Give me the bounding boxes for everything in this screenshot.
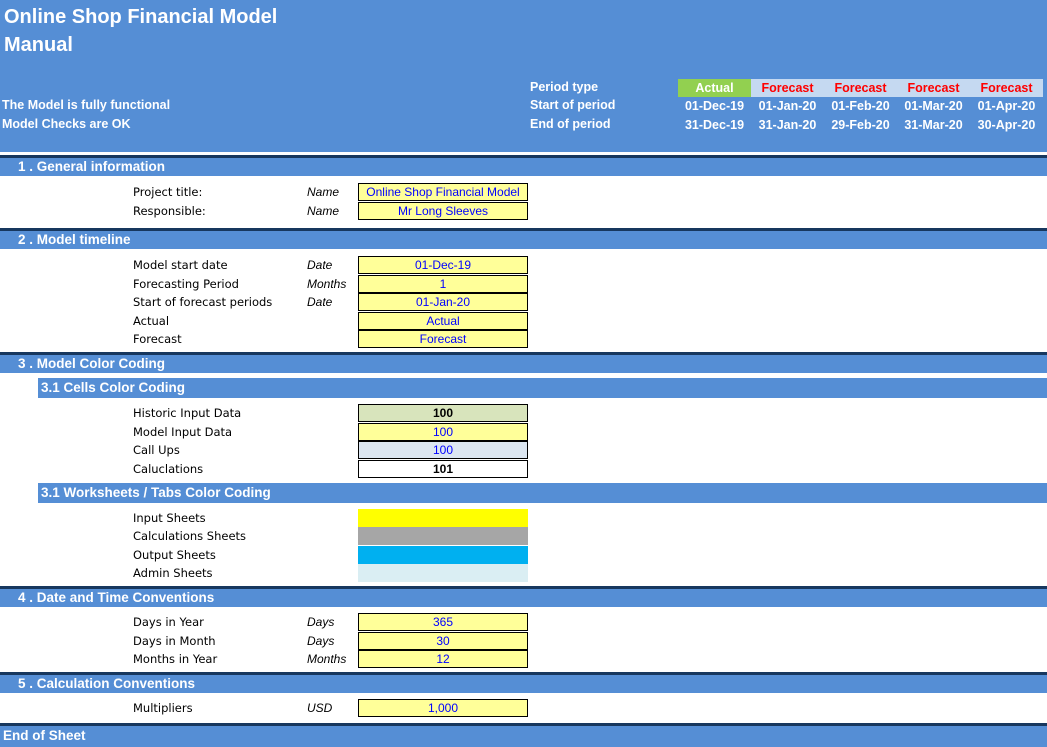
period-type-cell[interactable]: Forecast (970, 79, 1043, 97)
multipliers-unit: USD (307, 701, 333, 715)
subsection-cells-color-coding: 3.1 Cells Color Coding (38, 378, 1047, 398)
forecasting-period-input[interactable]: 1 (358, 275, 528, 293)
actual-input[interactable]: Actual (358, 312, 528, 330)
section-general-information: 1 . General information (0, 155, 1047, 176)
days-in-year-label: Days in Year (133, 615, 204, 629)
calculations-cell[interactable]: 101 (358, 460, 528, 478)
historic-input-label: Historic Input Data (133, 406, 242, 420)
output-sheets-swatch[interactable] (358, 546, 528, 564)
call-ups-cell[interactable]: 100 (358, 441, 528, 459)
period-start-cell[interactable]: 01-Mar-20 (904, 99, 963, 113)
forecasting-period-label: Forecasting Period (133, 277, 239, 291)
period-type-label: Period type (530, 80, 599, 94)
months-in-year-input[interactable]: 12 (358, 650, 528, 668)
days-in-month-unit: Days (307, 634, 335, 648)
section-date-time-conventions: 4 . Date and Time Conventions (0, 586, 1047, 607)
section-model-color-coding: 3 . Model Color Coding (0, 352, 1047, 373)
calculations-sheets-swatch[interactable] (358, 527, 528, 545)
multipliers-input[interactable]: 1,000 (358, 699, 528, 717)
model-input-cell[interactable]: 100 (358, 423, 528, 441)
end-of-period-label: End of period (530, 117, 611, 131)
period-type-cell[interactable]: Actual (678, 79, 751, 97)
months-in-year-label: Months in Year (133, 652, 218, 666)
days-in-month-input[interactable]: 30 (358, 632, 528, 650)
project-title-unit: Name (307, 185, 340, 199)
model-header: Online Shop Financial Model Manual The M… (0, 0, 1047, 152)
days-in-month-label: Days in Month (133, 634, 216, 648)
sheet-subtitle: Manual (4, 34, 73, 56)
period-type-cell[interactable]: Forecast (824, 79, 897, 97)
actual-label: Actual (133, 314, 170, 328)
start-of-period-label: Start of period (530, 98, 616, 112)
admin-sheets-label: Admin Sheets (133, 566, 213, 580)
start-forecast-periods-input[interactable]: 01-Jan-20 (358, 293, 528, 311)
model-checks-status: Model Checks are OK (2, 117, 131, 131)
forecasting-period-unit: Months (307, 277, 347, 291)
model-start-date-input[interactable]: 01-Dec-19 (358, 256, 528, 274)
forecast-input[interactable]: Forecast (358, 330, 528, 348)
period-type-cell[interactable]: Forecast (751, 79, 824, 97)
months-in-year-unit: Months (307, 652, 347, 666)
calculations-label: Caluclations (133, 462, 204, 476)
start-forecast-periods-unit: Date (307, 295, 333, 309)
forecast-label: Forecast (133, 332, 182, 346)
period-start-cell[interactable]: 01-Apr-20 (977, 99, 1036, 113)
input-sheets-swatch[interactable] (358, 509, 528, 527)
end-of-sheet: End of Sheet (0, 723, 1047, 747)
section-model-timeline: 2 . Model timeline (0, 228, 1047, 249)
period-end-cell[interactable]: 30-Apr-20 (977, 118, 1036, 132)
model-start-date-unit: Date (307, 258, 333, 272)
period-start-cell[interactable]: 01-Feb-20 (831, 99, 890, 113)
period-start-cell[interactable]: 01-Dec-19 (684, 99, 745, 113)
calculations-sheets-label: Calculations Sheets (133, 529, 247, 543)
responsible-unit: Name (307, 204, 340, 218)
sheet-title: Online Shop Financial Model (4, 6, 278, 28)
call-ups-label: Call Ups (133, 443, 180, 457)
period-end-cell[interactable]: 29-Feb-20 (831, 118, 890, 132)
input-sheets-label: Input Sheets (133, 511, 206, 525)
section-calculation-conventions: 5 . Calculation Conventions (0, 672, 1047, 693)
model-functional-status: The Model is fully functional (2, 98, 171, 112)
days-in-year-input[interactable]: 365 (358, 613, 528, 631)
multipliers-label: Multipliers (133, 701, 193, 715)
responsible-input[interactable]: Mr Long Sleeves (358, 202, 528, 220)
project-title-label: Project title: (133, 185, 203, 199)
responsible-label: Responsible: (133, 204, 206, 218)
period-end-cell[interactable]: 31-Jan-20 (758, 118, 817, 132)
start-forecast-periods-label: Start of forecast periods (133, 295, 273, 309)
project-title-input[interactable]: Online Shop Financial Model (358, 183, 528, 201)
model-start-date-label: Model start date (133, 258, 228, 272)
output-sheets-label: Output Sheets (133, 548, 216, 562)
historic-input-cell[interactable]: 100 (358, 404, 528, 422)
model-input-label: Model Input Data (133, 425, 233, 439)
subsection-tabs-color-coding: 3.1 Worksheets / Tabs Color Coding (38, 483, 1047, 503)
period-start-cell[interactable]: 01-Jan-20 (758, 99, 817, 113)
admin-sheets-swatch[interactable] (358, 564, 528, 582)
days-in-year-unit: Days (307, 615, 335, 629)
period-end-cell[interactable]: 31-Dec-19 (684, 118, 745, 132)
period-type-cell[interactable]: Forecast (897, 79, 970, 97)
period-end-cell[interactable]: 31-Mar-20 (904, 118, 963, 132)
